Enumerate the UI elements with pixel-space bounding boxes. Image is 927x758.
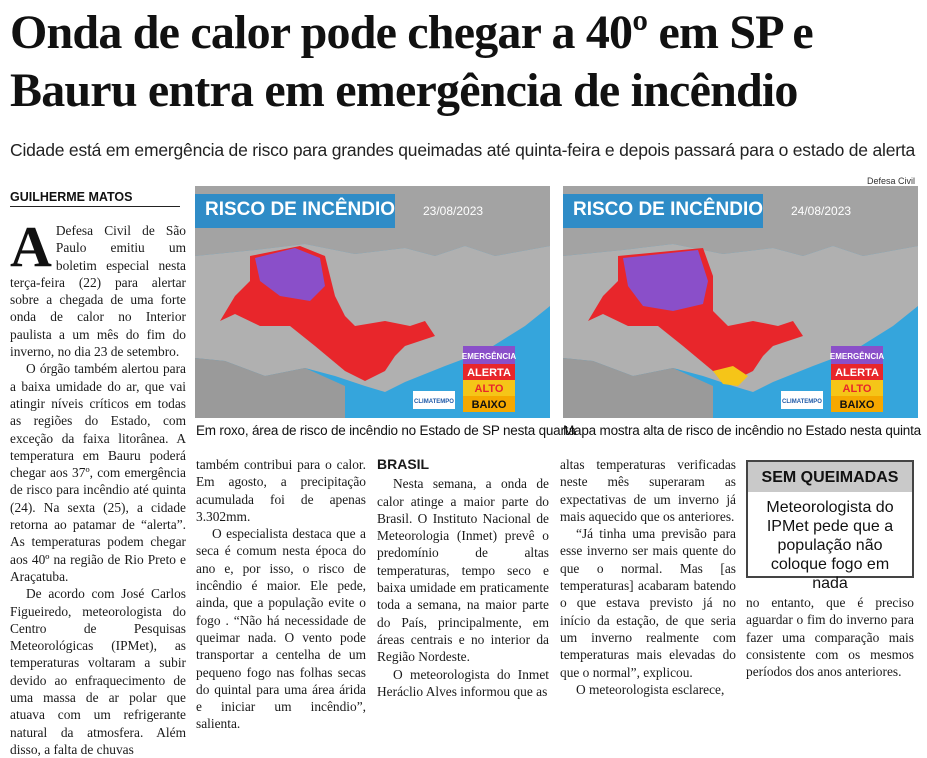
article-column-2: também contribui para o calor. Em agosto… — [196, 456, 366, 733]
sidebar-box: SEM QUEIMADAS Meteorologista do IPMet pe… — [746, 460, 914, 592]
svg-text:ALERTA: ALERTA — [835, 367, 879, 379]
article-paragraph: “Já tinha uma previsão para esse inverno… — [560, 526, 736, 680]
legend-alerta — [463, 364, 515, 380]
article-column-3: BRASIL Nesta semana, a onda de calor ati… — [377, 456, 549, 700]
article-paragraph: O órgão também alertou para a baixa umid… — [10, 361, 186, 584]
svg-text:ALERTA: ALERTA — [467, 367, 511, 379]
legend-alerta — [831, 364, 883, 380]
article-paragraph: altas temperaturas verificadas neste mês… — [560, 457, 736, 524]
article-paragraph: O especialista destaca que a seca é comu… — [196, 526, 366, 732]
svg-text:EMERGÊNCIA: EMERGÊNCIA — [462, 352, 516, 361]
fire-risk-map-2: RISCO DE INCÊNDIO 24/08/2023 EMERGÊNCIA … — [563, 186, 918, 418]
legend-baixo — [831, 396, 883, 412]
headline: Onda de calor pode chegar a 40º em SP e … — [10, 6, 814, 117]
article-paragraph: Nesta semana, a onda de calor atinge a m… — [377, 476, 549, 665]
map-title-band — [563, 194, 763, 228]
svg-text:BAIXO: BAIXO — [840, 399, 875, 411]
legend-alto — [463, 380, 515, 396]
svg-text:ALTO: ALTO — [843, 383, 872, 395]
map-title: RISCO DE INCÊNDIO — [205, 198, 395, 220]
article-column-1: A Defesa Civil de São Paulo emitiu um bol… — [10, 214, 186, 758]
map-title: RISCO DE INCÊNDIO — [573, 198, 763, 220]
map-title-band — [195, 194, 395, 228]
svg-text:CLIMATEMPO: CLIMATEMPO — [414, 399, 454, 405]
map-date: 23/08/2023 — [423, 204, 483, 218]
subheadline: Cidade está em emergência de risco para … — [10, 140, 916, 160]
article-column-5: no entanto, que é preciso aguardar o fim… — [746, 594, 914, 680]
article-paragraph: O meteorologista do Inmet Heráclio Alves… — [377, 666, 549, 699]
svg-text:CLIMATEMPO: CLIMATEMPO — [782, 399, 822, 405]
fire-risk-map-1: RISCO DE INCÊNDIO 23/08/2023 EMERGÊNCIA … — [195, 186, 550, 418]
legend-emergencia — [463, 346, 515, 364]
risk-emergencia-region — [623, 250, 708, 311]
photo-credit: Defesa Civil — [866, 176, 915, 186]
article-paragraph: De acordo com José Carlos Figueiredo, me… — [10, 586, 186, 757]
map-1-caption: Em roxo, área de risco de incêndio no Es… — [196, 423, 576, 438]
risk-emergencia-region — [255, 248, 325, 301]
land-south — [195, 358, 345, 418]
climatempo-logo — [781, 391, 823, 409]
map-2-caption: Mapa mostra alta de risco de incêndio no… — [563, 423, 921, 438]
svg-text:EMERGÊNCIA: EMERGÊNCIA — [830, 352, 884, 361]
sidebar-box-title: SEM QUEIMADAS — [748, 462, 912, 492]
legend-emergencia — [831, 346, 883, 364]
land-south — [563, 358, 713, 418]
sidebar-box-text: Meteorologista do IPMet pede que a popul… — [766, 499, 894, 592]
article-paragraph: no entanto, que é preciso aguardar o fim… — [746, 595, 914, 680]
risk-alto-region — [713, 366, 748, 386]
legend-baixo — [463, 396, 515, 412]
article-paragraph: A Defesa Civil de São Paulo emitiu um bol… — [10, 214, 186, 360]
svg-text:BAIXO: BAIXO — [472, 399, 507, 411]
map-date: 24/08/2023 — [791, 204, 851, 218]
byline: GUILHERME MATOS — [10, 190, 180, 207]
dropcap: A — [10, 214, 52, 279]
svg-text:ALTO: ALTO — [475, 383, 504, 395]
article-paragraph: também contribui para o calor. Em agosto… — [196, 457, 366, 524]
legend-alto — [831, 380, 883, 396]
article-paragraph: O meteorologista esclarece, — [576, 681, 725, 697]
climatempo-logo — [413, 391, 455, 409]
article-column-4: altas temperaturas verificadas neste mês… — [560, 456, 736, 698]
section-heading: BRASIL — [377, 456, 430, 472]
